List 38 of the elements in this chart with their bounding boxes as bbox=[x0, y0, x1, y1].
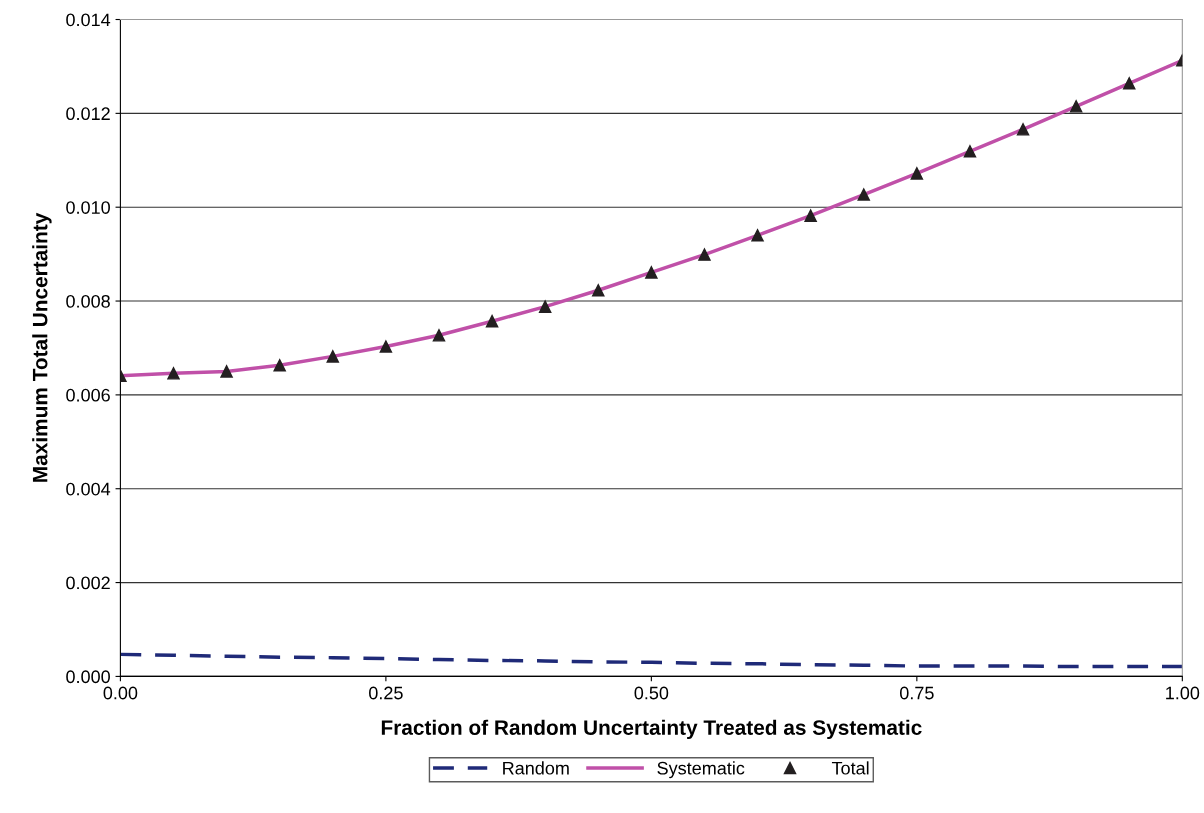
legend-label: Systematic bbox=[657, 761, 745, 779]
y-tick-label: 0.014 bbox=[66, 13, 111, 27]
point bbox=[698, 248, 711, 261]
legend-label: Total bbox=[831, 761, 869, 775]
legend-label: Random bbox=[503, 761, 569, 775]
point bbox=[645, 266, 658, 279]
y-axis-title: Maximum Total Uncertainty bbox=[32, 212, 52, 482]
point bbox=[804, 209, 817, 222]
point bbox=[857, 188, 871, 201]
y-tick-label: 0.010 bbox=[66, 201, 110, 214]
line-series bbox=[120, 652, 1183, 669]
x-tick-label: 0.75 bbox=[899, 686, 934, 700]
point bbox=[432, 329, 446, 342]
y-tick-label: 0.012 bbox=[66, 107, 110, 121]
x-tick-label: 0.25 bbox=[369, 686, 403, 700]
y-tick-label: 0.004 bbox=[66, 482, 111, 496]
point bbox=[910, 167, 924, 180]
point bbox=[273, 359, 286, 372]
point bbox=[538, 300, 552, 313]
point bbox=[485, 314, 499, 328]
point bbox=[1069, 100, 1083, 113]
point bbox=[220, 365, 233, 378]
x-tick-label: 0.50 bbox=[634, 686, 669, 700]
x-tick-label: 0.00 bbox=[103, 686, 138, 700]
point bbox=[1016, 123, 1030, 136]
y-tick-label: 0.002 bbox=[66, 576, 110, 590]
point bbox=[1122, 77, 1136, 90]
point bbox=[326, 350, 340, 363]
point bbox=[167, 367, 180, 380]
y-tick-label: 0.008 bbox=[66, 294, 110, 308]
point bbox=[379, 340, 393, 353]
point bbox=[592, 283, 605, 297]
point bbox=[751, 229, 764, 242]
x-tick-label: 1.00 bbox=[1166, 686, 1200, 700]
y-tick-label: 0.000 bbox=[66, 670, 110, 684]
x-axis-title: Fraction of Random Uncertainty Treated as Systematic bbox=[381, 719, 922, 740]
point bbox=[963, 145, 977, 158]
y-tick-label: 0.006 bbox=[66, 388, 110, 402]
